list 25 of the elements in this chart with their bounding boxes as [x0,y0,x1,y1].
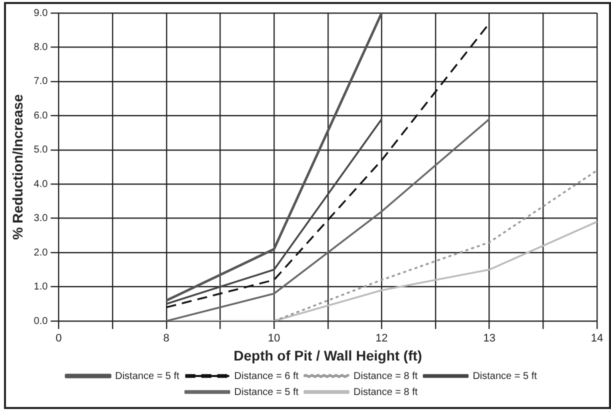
legend-label: Distance = 8 ft [354,370,418,382]
x-tick-label: 0 [56,332,62,345]
y-tick-label: 3.0 [34,213,48,224]
y-tick-label: 4.0 [34,178,48,190]
y-tick-label: 0.0 [34,316,48,327]
line-series [273,170,598,321]
x-axis-title: Depth of Pit / Wall Height (ft) [234,347,422,364]
x-tick-label: 8 [163,332,170,345]
y-tick-label: 8.0 [34,42,48,53]
y-tick-label: 5.0 [34,144,48,156]
y-tick-label: 7.0 [34,76,48,88]
legend-label: Distance = 6 ft [234,370,299,382]
x-tick-label: 13 [483,332,496,345]
x-tick-label: 12 [376,332,388,345]
y-axis-title: % Reduction/Increase [9,94,26,240]
y-tick-label: 9.0 [34,8,48,19]
y-tick-label: 1.0 [34,282,48,293]
legend-label: Distance = 5 ft [472,370,538,382]
y-tick-label: 2.0 [34,247,48,258]
x-tick-label: 14 [590,332,604,345]
y-tick-label: 6.0 [34,110,48,122]
legend-label: Distance = 5 ft [234,386,299,398]
legend-label: Distance = 5 ft [115,370,180,382]
x-tick-label: 10 [268,332,280,345]
legend-label: Distance = 8 ft [354,386,418,398]
